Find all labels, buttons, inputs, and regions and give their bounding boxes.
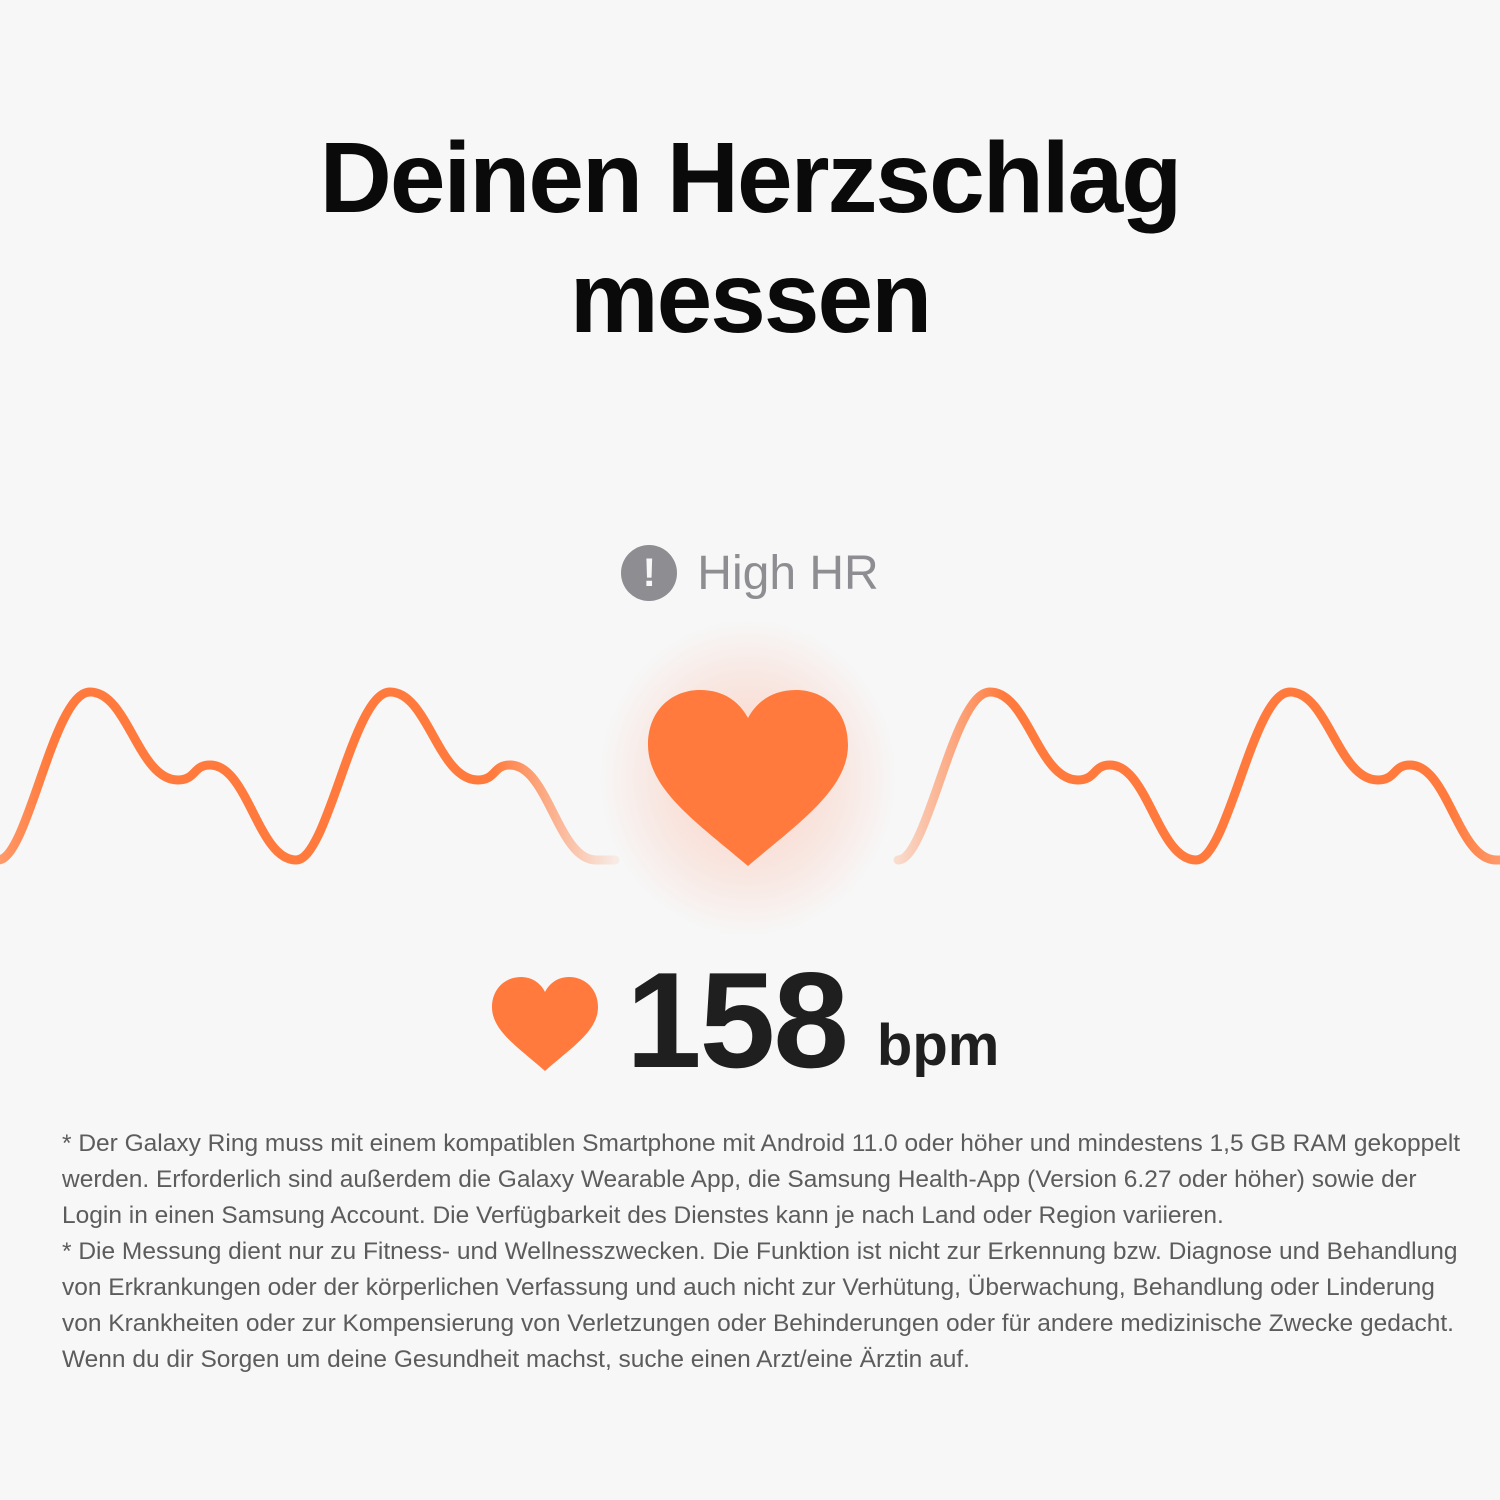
high-hr-status: ! High HR — [0, 545, 1500, 601]
footnote: * Die Messung dient nur zu Fitness- und … — [62, 1238, 1458, 1373]
heartbeat-wave-right — [893, 687, 1500, 865]
heart-icon — [492, 977, 598, 1071]
title-line-1: Deinen Herzschlag — [319, 122, 1183, 234]
bpm-unit: bpm — [876, 1013, 1000, 1078]
bpm-value: 158 — [626, 944, 849, 1096]
heart-icon — [648, 690, 848, 866]
title-line-2: messen — [569, 242, 932, 354]
heartbeat-wave-left — [0, 687, 620, 865]
status-label: High HR — [697, 546, 879, 600]
exclamation-circle-icon: ! — [621, 545, 678, 601]
footnotes: * Der Galaxy Ring muss mit einem kompati… — [62, 1126, 1462, 1378]
heart-rate-reading: 158 bpm — [490, 944, 1000, 1096]
page-title: Deinen Herzschlag messen — [0, 118, 1500, 358]
footnote: * Der Galaxy Ring muss mit einem kompati… — [62, 1130, 1461, 1229]
